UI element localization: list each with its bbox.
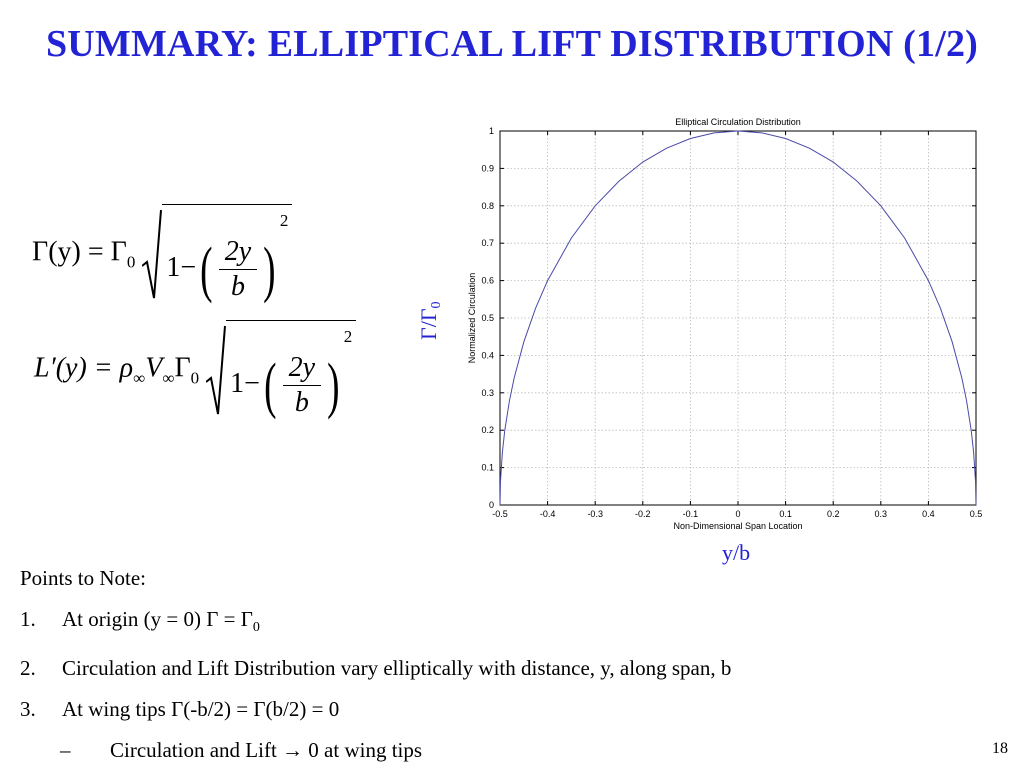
eq1-one-minus: 1−	[166, 252, 197, 283]
eq2-exponent: 2	[343, 327, 353, 346]
x-tick-label: 0.2	[827, 509, 840, 519]
eq2-gamma-sub: 0	[190, 368, 200, 388]
page-number: 18	[992, 740, 1008, 757]
x-axis-label: Non-Dimensional Span Location	[673, 521, 802, 531]
eq2-lhs: L′(y) =	[34, 352, 120, 384]
points-to-note: Points to Note: 1. At origin (y = 0) Γ = …	[20, 558, 731, 771]
note-item-2: 2. Circulation and Lift Distribution vary…	[20, 648, 731, 689]
equation-circulation: Γ(y) = Γ0 1−(2y b)2	[32, 204, 293, 304]
eq2-radicand: 1−(2y b)2	[226, 320, 357, 420]
y-tick-label: 0.3	[481, 388, 494, 398]
x-tick-label: 0.1	[779, 509, 792, 519]
eq1-radical-sign	[142, 209, 163, 299]
chart-container: -0.5 -0.4 -0.3 -0.2 -0.1 0 0.1 0.2 0.3 0.4 0.5 0 0.1…	[460, 108, 1000, 538]
gamma-ratio-annotation: Γ/Γ0	[416, 301, 445, 340]
x-tick-label: 0.5	[970, 509, 983, 519]
eq1-lhs: Γ(y) = Γ	[32, 236, 127, 268]
eq1-lhs-sub: 0	[126, 252, 136, 272]
note-text: Circulation and Lift Distribution vary e…	[62, 656, 732, 680]
eq2-radical-sign	[206, 325, 227, 415]
x-tick-label: -0.3	[587, 509, 603, 519]
eq2-v: V	[145, 352, 163, 384]
eq1-fraction: 2y b	[218, 235, 258, 304]
y-tick-label: 0.4	[481, 350, 494, 360]
x-tick-label: -0.5	[492, 509, 508, 519]
eq1-right-paren: )	[263, 235, 276, 304]
equation-lift: L′(y) = ρ∞V∞Γ0 1−(2y b)2	[34, 320, 357, 420]
eq1-denominator: b	[231, 271, 245, 303]
y-over-b-annotation: y/b	[722, 540, 751, 565]
eq1-exponent: 2	[279, 211, 289, 230]
note-item-3: 3. At wing tips Γ(-b/2) = Γ(b/2) = 0	[20, 689, 731, 730]
eq2-rho-sub: ∞	[133, 368, 146, 388]
y-tick-label: 0.7	[481, 238, 494, 248]
note-dash: –	[60, 738, 71, 762]
y-tick-label: 0.2	[481, 425, 494, 435]
eq2-gamma: Γ	[174, 352, 191, 384]
note-number: 1.	[20, 607, 36, 631]
x-tick-label: -0.4	[540, 509, 556, 519]
eq2-sqrt: 1−(2y b)2	[206, 320, 357, 420]
y-tick-label: 0	[489, 500, 494, 510]
note-subitem: – Circulation and Lift → 0 at wing tips	[20, 730, 731, 771]
y-tick-label: 0.6	[481, 276, 494, 286]
y-tick-label: 0.1	[481, 463, 494, 473]
y-tick-label: 0.5	[481, 313, 494, 323]
gamma-ratio-text: Γ/Γ	[416, 308, 441, 340]
eq1-sqrt: 1−(2y b)2	[142, 204, 293, 304]
note-sub: 0	[252, 620, 260, 635]
eq1-numerator: 2y	[218, 235, 258, 271]
note-text: At origin (y = 0) Γ = Γ	[62, 607, 253, 631]
note-item-1: 1. At origin (y = 0) Γ = Γ0	[20, 599, 731, 648]
eq2-fraction: 2y b	[282, 351, 322, 420]
elliptical-circulation-chart: -0.5 -0.4 -0.3 -0.2 -0.1 0 0.1 0.2 0.3 0.4 0.5 0 0.1…	[467, 117, 983, 531]
eq2-one-minus: 1−	[230, 368, 260, 399]
eq1-radicand: 1−(2y b)2	[162, 204, 293, 304]
chart-title: Elliptical Circulation Distribution	[675, 117, 801, 127]
eq2-rho: ρ	[119, 352, 134, 384]
slide-title: SUMMARY: ELLIPTICAL LIFT DISTRIBUTION (1…	[45, 23, 979, 65]
eq2-v-sub: ∞	[162, 368, 175, 388]
notes-heading: Points to Note:	[20, 566, 147, 590]
y-axis-label: Normalized Circulation	[467, 273, 477, 364]
series-line	[499, 130, 977, 506]
eq2-left-paren: (	[264, 351, 277, 420]
x-tick-label: 0.4	[922, 509, 935, 519]
y-tick-label: 1	[489, 126, 494, 136]
x-tick-label: -0.1	[683, 509, 699, 519]
note-subitem-text: Circulation and Lift → 0 at wing tips	[110, 738, 423, 762]
y-tick-label: 0.8	[481, 201, 494, 211]
eq2-denominator: b	[294, 387, 309, 419]
x-tick-label: 0	[735, 509, 740, 519]
note-number: 2.	[20, 656, 36, 680]
note-number: 3.	[20, 697, 36, 721]
y-tick-label: 0.9	[481, 163, 494, 173]
eq1-left-paren: (	[200, 235, 213, 304]
note-text: At wing tips Γ(-b/2) = Γ(b/2) = 0	[62, 697, 340, 721]
x-tick-label: -0.2	[635, 509, 651, 519]
eq2-right-paren: )	[327, 351, 340, 420]
x-tick-label: 0.3	[875, 509, 888, 519]
gamma-ratio-sub: 0	[429, 301, 444, 309]
eq2-numerator: 2y	[282, 351, 322, 387]
